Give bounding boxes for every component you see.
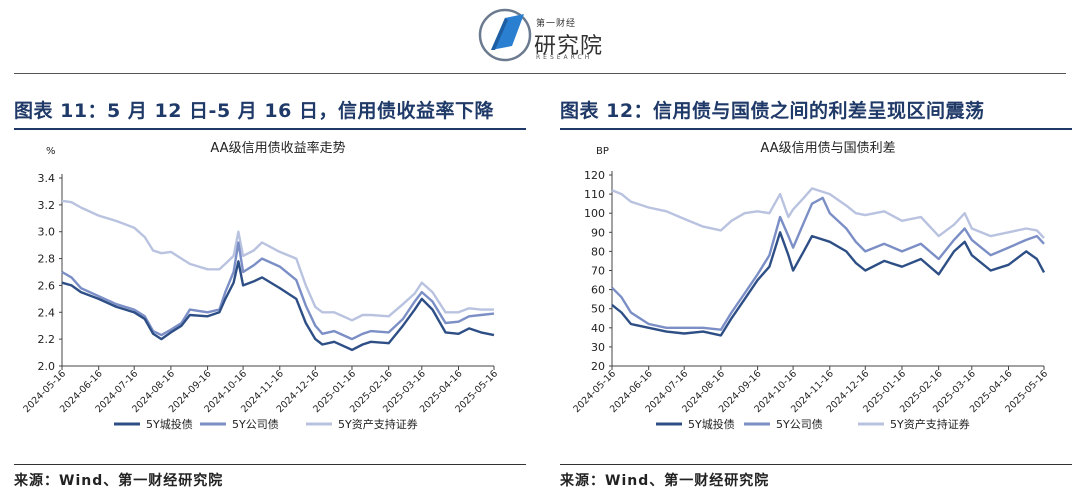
y-tick-label: 40: [591, 322, 605, 335]
y-tick-label: 70: [591, 265, 605, 278]
series-line-3: [61, 199, 494, 322]
yield-chart: AA级信用债收益率走势%2.02.22.42.62.83.03.23.42024…: [21, 140, 500, 431]
right-panel-title: 图表 12：信用债与国债之间的利差呈现区间震荡: [560, 100, 985, 122]
left-source-note: 来源：Wind、第一财经研究院: [14, 473, 224, 489]
y-tick-label: 100: [584, 207, 605, 220]
header-rule: [14, 73, 1066, 74]
y-tick-label: 30: [591, 341, 605, 354]
series-line-1: [611, 231, 1046, 337]
spread-chart: AA级信用债与国债利差BP203040506070809010011012020…: [571, 141, 1050, 431]
left-title-rule: [14, 128, 526, 130]
y-unit-label: BP: [596, 146, 609, 157]
y-tick-label: 90: [591, 226, 605, 239]
chart-title: AA级信用债与国债利差: [760, 141, 895, 156]
right-title-rule: [560, 128, 1072, 130]
legend-label: 5Y城投债: [146, 417, 193, 431]
chart-title: AA级信用债收益率走势: [210, 140, 345, 156]
report-header: 第一财经 研究院 RESEARCH: [0, 0, 1080, 74]
y-tick-label: 50: [591, 303, 605, 316]
right-chart-panel: 图表 12：信用债与国债之间的利差呈现区间震荡 AA级信用债与国债利差 BP 20 3…: [560, 96, 1076, 494]
legend-label: 5Y公司债: [232, 417, 279, 431]
series-line-3: [611, 187, 1045, 239]
left-panel-title: 图表 11：5 月 12 日-5 月 16 日，信用债收益率下降: [14, 100, 494, 122]
y-tick-label: 3.2: [38, 199, 56, 212]
logo-main-text: 研究院: [534, 34, 604, 59]
y-tick-label: 120: [584, 169, 605, 182]
series-line-2: [611, 196, 1045, 331]
legend-label: 5Y公司债: [776, 417, 823, 431]
left-chart-panel: 图表 11：5 月 12 日-5 月 16 日，信用债收益率下降 AA级信用债收…: [14, 96, 530, 494]
right-source-rule: [560, 464, 1072, 465]
logo-sub-text: RESEARCH: [536, 54, 593, 61]
series-line-1: [61, 260, 495, 352]
y-tick-label: 2.6: [38, 279, 56, 292]
right-source-note: 来源：Wind、第一财经研究院: [560, 473, 770, 489]
y-tick-label: 3.0: [38, 226, 56, 239]
y-tick-label: 60: [591, 284, 605, 297]
y-tick-label: 2.8: [38, 253, 56, 266]
y-tick-label: 3.4: [38, 172, 56, 185]
logo-mark-icon: [478, 8, 532, 62]
legend-label: 5Y城投债: [688, 417, 735, 431]
left-source-rule: [14, 464, 526, 465]
logo: 第一财经 研究院 RESEARCH: [478, 6, 608, 66]
y-tick-label: 2.2: [38, 333, 56, 346]
y-tick-label: 2.0: [38, 360, 56, 373]
y-tick-label: 110: [584, 188, 605, 201]
legend-label: 5Y资产支持证券: [890, 417, 970, 431]
y-tick-label: 80: [591, 245, 605, 258]
logo-top-text: 第一财经: [536, 19, 577, 29]
series-line-2: [61, 241, 495, 341]
y-unit-label: %: [46, 146, 56, 157]
y-tick-label: 2.4: [38, 306, 56, 319]
legend-label: 5Y资产支持证券: [338, 417, 418, 431]
y-tick-label: 20: [591, 360, 605, 373]
